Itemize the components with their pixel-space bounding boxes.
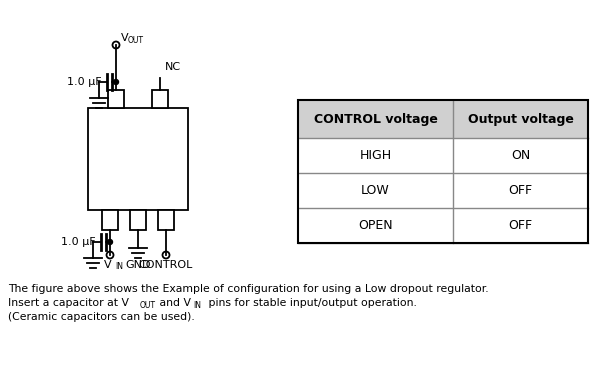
Text: IN: IN <box>115 262 123 271</box>
Bar <box>298 100 588 138</box>
Text: ON: ON <box>511 149 530 162</box>
Text: The figure above shows the Example of configuration for using a Low dropout regu: The figure above shows the Example of co… <box>8 284 488 294</box>
Text: HIGH: HIGH <box>359 149 391 162</box>
Text: OUT: OUT <box>128 36 144 45</box>
Text: GND: GND <box>126 260 151 270</box>
Bar <box>158 210 174 230</box>
Text: CONTROL: CONTROL <box>139 260 193 270</box>
Bar <box>298 208 588 243</box>
Text: OUT: OUT <box>140 301 156 310</box>
Text: (Ceramic capacitors can be used).: (Ceramic capacitors can be used). <box>8 312 195 322</box>
Bar <box>88 108 188 210</box>
Circle shape <box>114 79 118 85</box>
Bar <box>298 138 588 173</box>
Text: NC: NC <box>165 62 181 72</box>
Text: Output voltage: Output voltage <box>468 112 574 126</box>
Text: OPEN: OPEN <box>358 219 393 232</box>
Bar <box>102 210 118 230</box>
Text: IN: IN <box>193 301 201 310</box>
Text: pins for stable input/output operation.: pins for stable input/output operation. <box>205 298 417 308</box>
Bar <box>152 90 168 108</box>
Text: 1.0 μF: 1.0 μF <box>61 237 96 247</box>
Text: V: V <box>121 33 128 43</box>
Bar <box>298 173 588 208</box>
Bar <box>108 90 124 108</box>
Text: LOW: LOW <box>361 184 390 197</box>
Bar <box>130 210 146 230</box>
Circle shape <box>108 239 112 244</box>
Text: OFF: OFF <box>509 219 533 232</box>
Bar <box>298 100 588 243</box>
Text: V: V <box>104 260 112 270</box>
Text: CONTROL voltage: CONTROL voltage <box>314 112 437 126</box>
Text: and V: and V <box>156 298 191 308</box>
Text: Insert a capacitor at V: Insert a capacitor at V <box>8 298 129 308</box>
Text: OFF: OFF <box>509 184 533 197</box>
Text: 1.0 μF: 1.0 μF <box>67 77 102 87</box>
